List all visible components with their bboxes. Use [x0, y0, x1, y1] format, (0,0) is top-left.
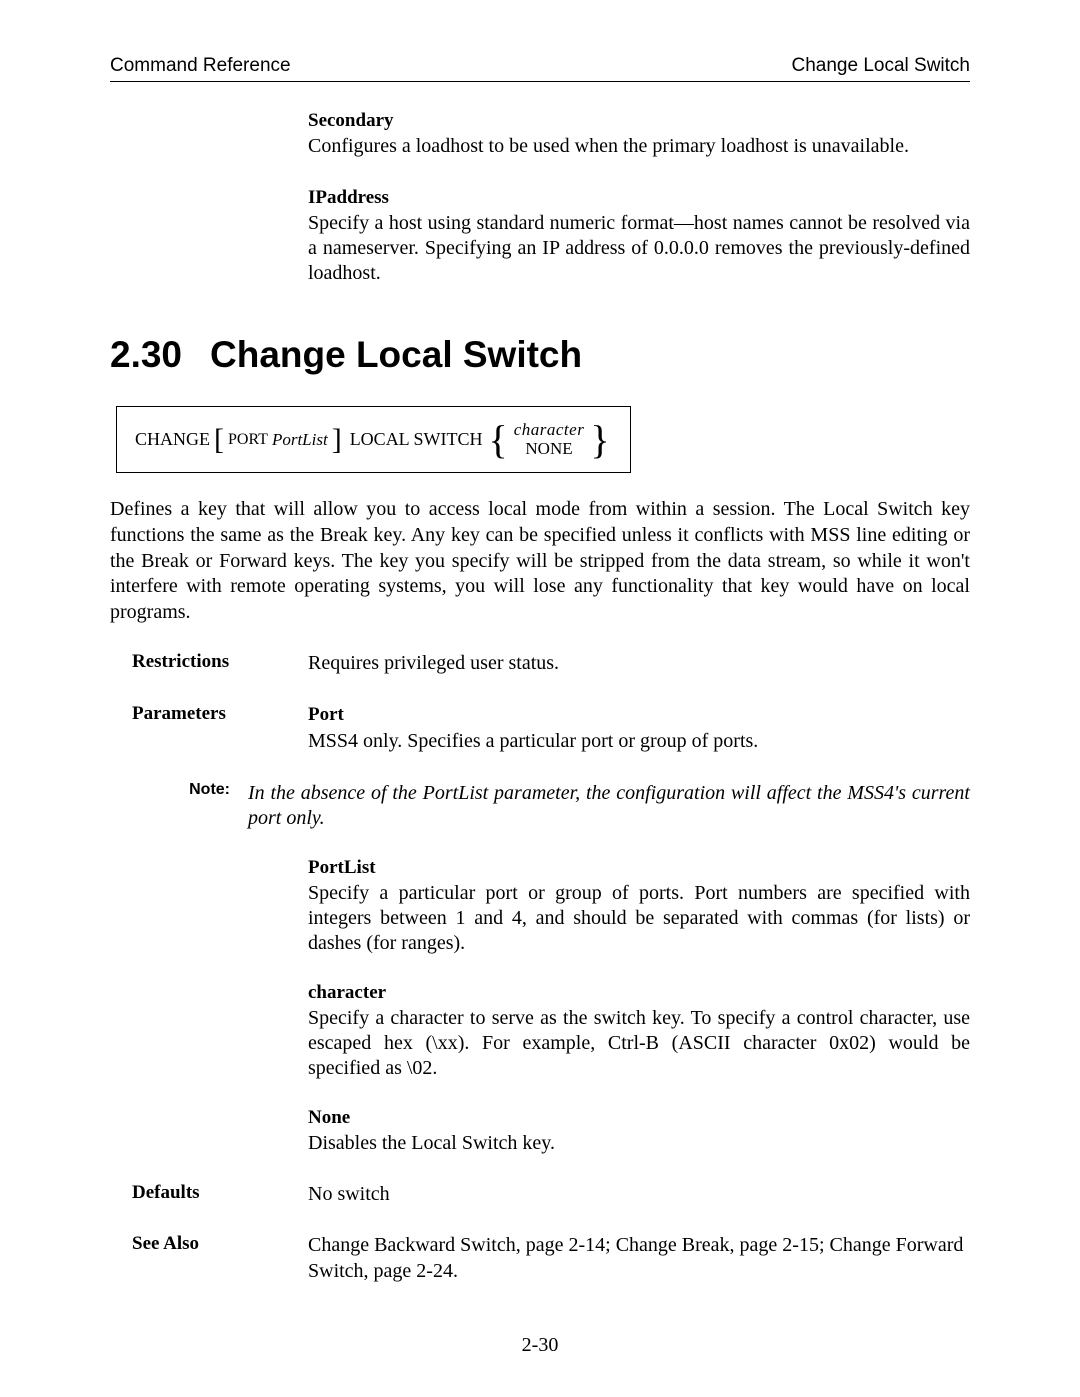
param-character: character Specify a character to serve a… — [308, 982, 970, 1081]
restrictions-text: Requires privileged user status. — [308, 651, 970, 677]
section-heading: 2.30Change Local Switch — [110, 334, 970, 376]
param-body: Specify a particular port or group of po… — [308, 881, 970, 956]
left-bracket-icon: [ — [214, 428, 224, 452]
see-also-row: See Also Change Backward Switch, page 2-… — [110, 1233, 970, 1284]
intro-param-secondary: Secondary Configures a loadhost to be us… — [308, 110, 970, 159]
note-text: In the absence of the PortList parameter… — [248, 781, 970, 831]
defaults-row: Defaults No switch — [110, 1182, 970, 1208]
param-title: Secondary — [308, 110, 970, 132]
header-left: Command Reference — [110, 55, 291, 77]
parameters-label: Parameters — [110, 703, 308, 755]
param-body: MSS4 only. Specifies a particular port o… — [308, 729, 970, 755]
page-number: 2-30 — [0, 1334, 1080, 1357]
param-body: Specify a host using standard numeric fo… — [308, 211, 970, 286]
header-right: Change Local Switch — [792, 55, 971, 77]
param-none: None Disables the Local Switch key. — [308, 1107, 970, 1156]
section-number: 2.30 — [110, 334, 210, 376]
syntax-choice-character: character — [514, 421, 585, 440]
param-title: Port — [308, 703, 970, 727]
param-title: character — [308, 982, 970, 1004]
note-label: Note: — [110, 781, 248, 831]
parameters-row: Parameters Port MSS4 only. Specifies a p… — [110, 703, 970, 755]
syntax-choice-none: NONE — [525, 440, 572, 459]
defaults-label: Defaults — [110, 1182, 308, 1208]
param-body: Disables the Local Switch key. — [308, 1131, 970, 1156]
syntax-content: CHANGE [ PORT PortList ] LOCAL SWITCH { … — [135, 421, 612, 458]
restrictions-label: Restrictions — [110, 651, 308, 677]
page: Command Reference Change Local Switch Se… — [0, 0, 1080, 1397]
param-port: Port MSS4 only. Specifies a particular p… — [308, 703, 970, 755]
defaults-text: No switch — [308, 1182, 970, 1208]
see-also-text: Change Backward Switch, page 2-14; Chang… — [308, 1233, 970, 1284]
param-body: Configures a loadhost to be used when th… — [308, 134, 970, 159]
intro-param-ipaddress: IPaddress Specify a host using standard … — [308, 187, 970, 286]
restrictions-row: Restrictions Requires privileged user st… — [110, 651, 970, 677]
left-brace-icon: { — [487, 428, 510, 452]
syntax-choice: character NONE — [514, 421, 585, 458]
param-title: IPaddress — [308, 187, 970, 209]
description-paragraph: Defines a key that will allow you to acc… — [110, 497, 970, 625]
page-header: Command Reference Change Local Switch — [110, 55, 970, 82]
param-portlist: PortList Specify a particular port or gr… — [308, 857, 970, 956]
see-also-label: See Also — [110, 1233, 308, 1284]
syntax-port-kw: PORT — [228, 431, 268, 449]
syntax-change-kw: CHANGE — [135, 429, 210, 450]
right-bracket-icon: ] — [332, 428, 342, 452]
syntax-box: CHANGE [ PORT PortList ] LOCAL SWITCH { … — [116, 406, 631, 473]
right-brace-icon: } — [588, 428, 611, 452]
param-body: Specify a character to serve as the swit… — [308, 1006, 970, 1081]
section-title: Change Local Switch — [210, 334, 582, 375]
param-title: None — [308, 1107, 970, 1129]
syntax-portlist-arg: PortList — [272, 430, 328, 450]
syntax-local-switch-kw: LOCAL SWITCH — [350, 429, 483, 450]
param-title: PortList — [308, 857, 970, 879]
note-row: Note: In the absence of the PortList par… — [110, 781, 970, 831]
